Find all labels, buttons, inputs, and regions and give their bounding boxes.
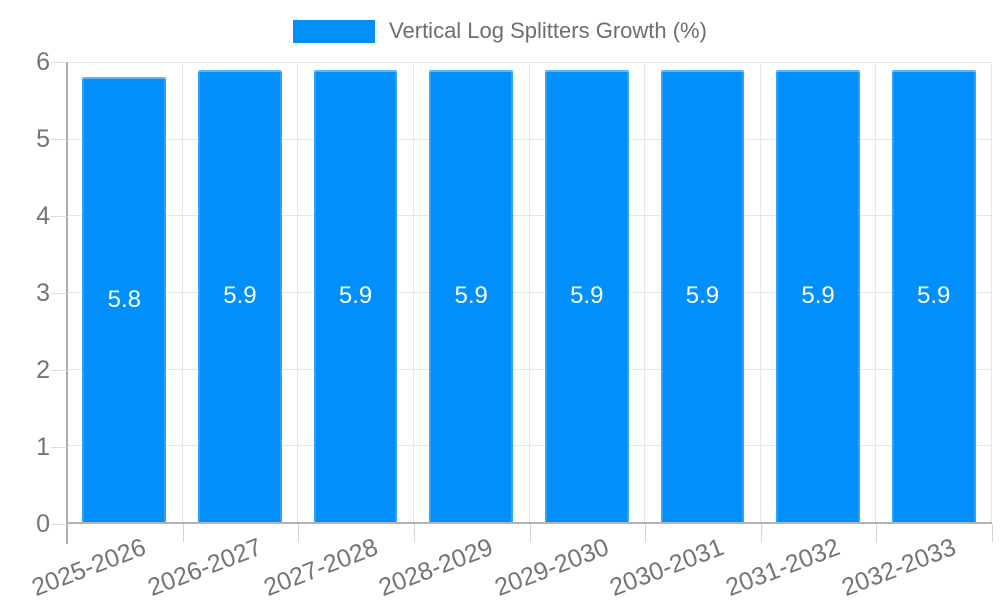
- y-tick-label: 1: [36, 433, 50, 461]
- bar-group: 5.9: [761, 62, 877, 522]
- bar-value-label: 5.9: [570, 281, 604, 309]
- plot-area: 5.8 5.9 5.9 5.9 5.9 5.9 5.9 5.9: [67, 62, 992, 524]
- bar: 5.9: [776, 69, 860, 522]
- gridline-horizontal: [67, 138, 992, 140]
- gridline-horizontal: [67, 62, 992, 63]
- y-tick-label: 5: [36, 125, 50, 153]
- bar-value-label: 5.9: [685, 281, 720, 309]
- bar: 5.9: [660, 69, 745, 522]
- y-tick-mark: [51, 370, 67, 371]
- bar-value-label: 5.8: [107, 285, 141, 313]
- y-tick-label: 2: [36, 356, 50, 384]
- x-tick-label: 2027-2028: [259, 533, 382, 600]
- legend-swatch: [293, 19, 376, 43]
- legend-item[interactable]: Vertical Log Splitters Growth (%): [0, 18, 1000, 44]
- bar-value-label: 5.9: [223, 281, 257, 309]
- y-tick-label: 0: [36, 510, 50, 538]
- bar: 5.9: [891, 69, 976, 522]
- gridline-horizontal: [67, 445, 992, 447]
- y-axis-line: [66, 62, 68, 544]
- x-tick-label: 2030-2031: [606, 533, 728, 600]
- x-tick-mark: [992, 524, 993, 542]
- bar-group: 5.9: [298, 62, 414, 522]
- gridline-horizontal: [67, 368, 992, 370]
- y-tick-mark: [51, 524, 67, 525]
- x-tick-mark: [529, 524, 531, 542]
- x-tick-mark: [876, 524, 878, 542]
- gridline-horizontal: [67, 215, 992, 217]
- x-tick-mark: [413, 524, 415, 542]
- x-tick-mark: [645, 524, 647, 542]
- bar: 5.9: [198, 69, 282, 522]
- bar-group: 5.9: [414, 62, 530, 522]
- bar: 5.8: [82, 77, 167, 522]
- bar-value-label: 5.9: [801, 281, 835, 309]
- y-tick-mark: [51, 293, 67, 294]
- y-tick-label: 4: [36, 202, 50, 230]
- bar-value-label: 5.9: [916, 281, 951, 309]
- bar-value-label: 5.9: [338, 281, 373, 309]
- bar-value-label: 5.9: [454, 281, 488, 309]
- y-tick-mark: [51, 62, 67, 63]
- gridline-horizontal: [67, 292, 992, 293]
- bar-group: 5.9: [183, 62, 299, 522]
- x-tick-mark: [298, 524, 300, 542]
- x-tick-label: 2032-2033: [837, 533, 960, 600]
- x-tick-label: 2028-2029: [375, 533, 497, 600]
- x-tick-label: 2026-2027: [143, 533, 266, 600]
- x-tick-label: 2025-2026: [28, 533, 150, 600]
- bar: 5.9: [313, 69, 398, 522]
- bar-group: 5.9: [530, 62, 646, 522]
- bar: 5.9: [544, 69, 629, 522]
- bar-group: 5.9: [645, 62, 761, 522]
- bar-group: 5.9: [876, 62, 992, 522]
- y-tick-mark: [51, 216, 67, 217]
- bar: 5.9: [429, 69, 514, 522]
- x-tick-mark: [182, 524, 184, 542]
- x-tick-label: 2029-2030: [490, 533, 613, 600]
- y-tick-mark: [51, 447, 67, 448]
- y-tick-mark: [51, 139, 67, 140]
- y-tick-label: 3: [36, 279, 50, 307]
- y-tick-label: 6: [36, 48, 50, 76]
- x-tick-label: 2031-2032: [721, 533, 844, 600]
- legend-label: Vertical Log Splitters Growth (%): [389, 18, 707, 43]
- x-tick-mark: [760, 524, 762, 542]
- bar-group: 5.8: [67, 62, 183, 522]
